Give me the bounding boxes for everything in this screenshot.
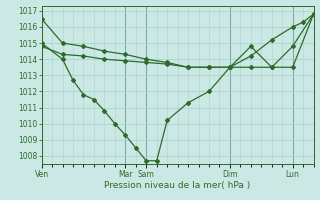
X-axis label: Pression niveau de la mer( hPa ): Pression niveau de la mer( hPa ) bbox=[104, 181, 251, 190]
